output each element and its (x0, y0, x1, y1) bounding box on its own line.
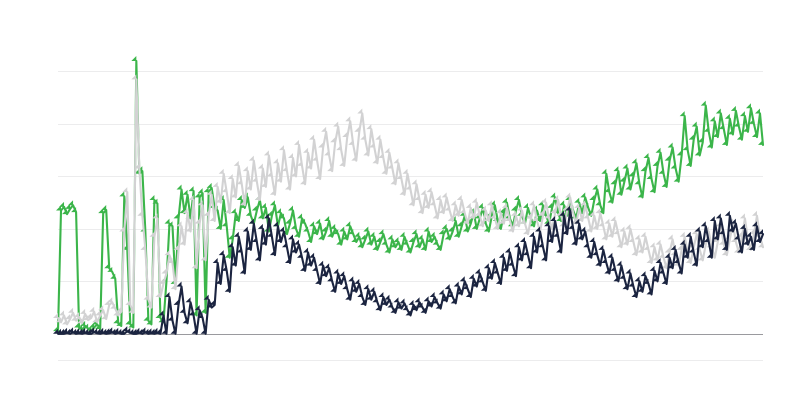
series-series-navy (53, 205, 765, 335)
series-markers (53, 55, 764, 332)
series-series-gray (53, 74, 765, 326)
series-group (53, 55, 765, 335)
